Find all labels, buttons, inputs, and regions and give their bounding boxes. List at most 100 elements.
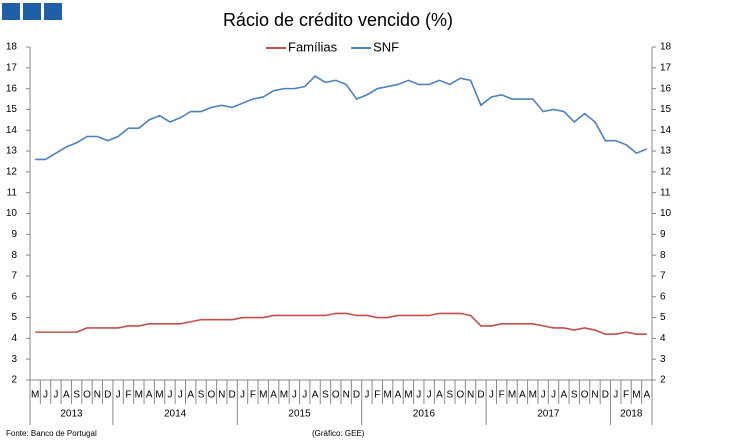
- x-tick-label: M: [280, 390, 288, 401]
- x-tick-label: J: [302, 390, 307, 401]
- x-tick-label: M: [31, 390, 39, 401]
- x-tick-label: A: [643, 390, 650, 401]
- year-label: 2017: [537, 409, 560, 420]
- x-tick-label: J: [43, 390, 48, 401]
- x-tick-label: M: [259, 390, 267, 401]
- x-tick-label: J: [240, 390, 245, 401]
- x-tick-label: O: [456, 390, 464, 401]
- y2-tick-label: 8: [660, 250, 666, 261]
- x-tick-label: O: [581, 390, 589, 401]
- x-tick-label: F: [125, 390, 131, 401]
- x-tick-label: A: [270, 390, 277, 401]
- y-tick-label: 9: [11, 229, 17, 240]
- x-tick-label: J: [116, 390, 121, 401]
- y2-tick-label: 16: [660, 83, 672, 94]
- y2-tick-label: 4: [660, 333, 666, 344]
- y-tick-label: 13: [6, 146, 18, 157]
- y2-tick-label: 13: [660, 146, 672, 157]
- y2-tick-label: 11: [660, 187, 671, 198]
- y2-tick-label: 9: [660, 229, 666, 240]
- x-tick-label: J: [416, 390, 421, 401]
- x-tick-label: S: [447, 390, 454, 401]
- x-tick-label: M: [155, 390, 163, 401]
- y2-tick-label: 7: [660, 271, 666, 282]
- x-tick-label: J: [178, 390, 183, 401]
- x-tick-label: M: [383, 390, 391, 401]
- x-tick-label: M: [508, 390, 516, 401]
- x-tick-label: J: [541, 390, 546, 401]
- chart-title: Rácio de crédito vencido (%): [223, 10, 453, 30]
- y-tick-label: 8: [11, 250, 17, 261]
- x-tick-label: O: [83, 390, 91, 401]
- y-tick-label: 2: [11, 375, 17, 386]
- series-line: [35, 312, 647, 336]
- year-label: 2013: [60, 409, 83, 420]
- y2-tick-label: 12: [660, 167, 672, 178]
- series-line: [35, 75, 648, 161]
- y-tick-label: 18: [6, 42, 18, 53]
- year-label: 2015: [288, 409, 311, 420]
- x-tick-label: J: [489, 390, 494, 401]
- x-tick-label: M: [632, 390, 640, 401]
- x-tick-label: J: [427, 390, 432, 401]
- x-tick-label: S: [571, 390, 578, 401]
- x-tick-label: J: [167, 390, 172, 401]
- x-tick-label: J: [551, 390, 556, 401]
- x-tick-label: D: [602, 390, 609, 401]
- y2-tick-label: 14: [660, 125, 672, 136]
- x-tick-label: A: [519, 390, 526, 401]
- y-tick-label: 3: [11, 354, 17, 365]
- x-tick-label: N: [591, 390, 598, 401]
- y-tick-label: 17: [6, 62, 18, 73]
- x-tick-label: N: [94, 390, 101, 401]
- x-tick-label: A: [561, 390, 568, 401]
- x-tick-label: O: [332, 390, 340, 401]
- x-tick-label: F: [623, 390, 629, 401]
- y-tick-label: 12: [6, 167, 18, 178]
- x-tick-label: M: [135, 390, 143, 401]
- y-tick-label: 4: [11, 333, 17, 344]
- year-label: 2018: [620, 409, 643, 420]
- x-tick-label: M: [529, 390, 537, 401]
- note: (Gráfico: GEE): [312, 429, 365, 438]
- x-tick-label: S: [322, 390, 329, 401]
- y2-tick-label: 10: [660, 208, 672, 219]
- year-label: 2014: [164, 409, 187, 420]
- x-tick-label: A: [187, 390, 194, 401]
- x-tick-label: F: [374, 390, 380, 401]
- logo-block: [44, 3, 62, 20]
- y-tick-label: 6: [11, 291, 17, 302]
- source: Fonte: Banco de Portugal: [6, 429, 97, 438]
- y-tick-label: 14: [6, 125, 18, 136]
- x-tick-label: N: [218, 390, 225, 401]
- logo-block: [2, 3, 20, 20]
- y-tick-label: 5: [11, 312, 17, 323]
- logo-block: [23, 3, 41, 20]
- x-tick-label: F: [499, 390, 505, 401]
- y2-tick-label: 17: [660, 62, 672, 73]
- x-tick-label: J: [613, 390, 618, 401]
- y2-tick-label: 3: [660, 354, 666, 365]
- x-tick-label: A: [395, 390, 402, 401]
- legend-label: Famílias: [288, 39, 338, 54]
- y2-tick-label: 18: [660, 42, 672, 53]
- x-tick-label: D: [229, 390, 236, 401]
- legend-label: SNF: [373, 39, 399, 54]
- x-tick-label: A: [63, 390, 70, 401]
- y-tick-label: 11: [7, 187, 18, 198]
- year-label: 2016: [413, 409, 436, 420]
- x-tick-label: J: [292, 390, 297, 401]
- y-tick-label: 16: [6, 83, 18, 94]
- x-tick-label: A: [146, 390, 153, 401]
- x-tick-label: M: [404, 390, 412, 401]
- y-tick-label: 10: [6, 208, 18, 219]
- x-tick-label: S: [73, 390, 80, 401]
- y-tick-label: 15: [6, 104, 18, 115]
- x-tick-label: O: [208, 390, 216, 401]
- x-tick-label: J: [364, 390, 369, 401]
- x-tick-label: N: [467, 390, 474, 401]
- x-tick-label: J: [53, 390, 58, 401]
- y2-tick-label: 15: [660, 104, 672, 115]
- y2-tick-label: 2: [660, 375, 666, 386]
